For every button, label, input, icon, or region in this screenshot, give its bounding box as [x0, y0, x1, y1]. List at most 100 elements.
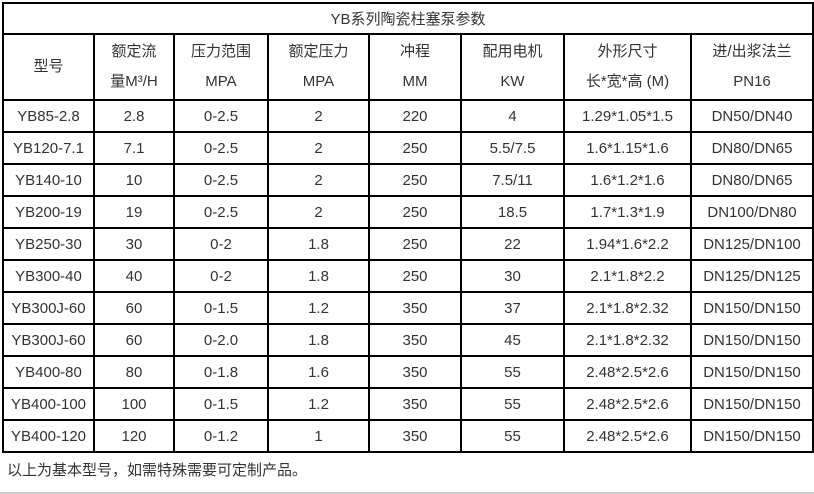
- table-cell: 0-1.5: [173, 387, 269, 421]
- table-cell: 1.8: [267, 323, 370, 357]
- pump-spec-table: YB系列陶瓷柱塞泵参数 型号 额定流 量M³/H 压力范围 MPA 额定压力 M…: [1, 2, 814, 453]
- table-cell: 55: [460, 355, 565, 389]
- table-cell: 2.8: [93, 99, 175, 133]
- table-cell: 2: [267, 131, 370, 165]
- column-header-line1: 压力范围: [190, 43, 251, 60]
- table-cell: 2.48*2.5*2.6: [563, 387, 692, 421]
- column-header-line2: MPA: [302, 73, 335, 90]
- table-cell: 0-1.5: [173, 291, 269, 325]
- table-cell: DN150/DN150: [689, 291, 814, 325]
- table-cell: 2: [267, 99, 370, 133]
- table-cell: 0-2.5: [173, 163, 269, 197]
- table-cell: DN125/DN125: [689, 259, 814, 293]
- table-cell: 250: [368, 259, 462, 293]
- table-cell: 30: [460, 259, 565, 293]
- column-header-flange: 进/出浆法兰 PN16: [689, 33, 814, 101]
- table-cell: 350: [368, 419, 462, 453]
- column-header-line2: MPA: [205, 73, 237, 90]
- table-cell: 2.1*1.8*2.32: [563, 291, 692, 325]
- table-cell: 250: [368, 163, 462, 197]
- table-cell: 0-2.5: [173, 131, 269, 165]
- table-cell: DN150/DN150: [689, 355, 814, 389]
- column-header-rated-flow: 额定流 量M³/H: [93, 33, 175, 101]
- table-cell: 5.5/7.5: [460, 131, 565, 165]
- table-cell: 0-2: [173, 259, 269, 293]
- column-header-model: 型号: [2, 33, 95, 101]
- table-cell: 7.1: [93, 131, 175, 165]
- table-cell: 350: [368, 355, 462, 389]
- table-cell: 1.2: [267, 291, 370, 325]
- table-row: YB250-30 30 0-2 1.8 250 22 1.94*1.6*2.2 DN125/D…: [2, 227, 814, 261]
- table-cell: 220: [368, 99, 462, 133]
- column-header-line1: 外形尺寸: [597, 43, 658, 60]
- table-cell: 0-2: [173, 227, 269, 261]
- table-header-row: 型号 额定流 量M³/H 压力范围 MPA 额定压力 MPA 冲程 MM: [2, 33, 814, 101]
- table-cell: 1: [267, 419, 370, 453]
- table-cell: 100: [93, 387, 175, 421]
- table-cell: 120: [93, 419, 175, 453]
- table-title: YB系列陶瓷柱塞泵参数: [1, 2, 814, 35]
- table-row: YB400-120 120 0-1.2 1 350 55 2.48*2.5*2.6 DN150…: [2, 419, 814, 453]
- table-row: YB300J-60 60 0-1.5 1.2 350 37 2.1*1.8*2.32 DN15…: [2, 291, 814, 325]
- table-cell: 2.1*1.8*2.32: [563, 323, 692, 357]
- table-cell: 350: [368, 291, 462, 325]
- table-cell: 1.6: [267, 355, 370, 389]
- table-cell: YB120-7.1: [2, 131, 95, 165]
- table-cell: 2.48*2.5*2.6: [563, 355, 692, 389]
- column-header-pressure-range: 压力范围 MPA: [173, 33, 269, 101]
- table-cell: 37: [460, 291, 565, 325]
- table-cell: 2: [267, 195, 370, 229]
- table-row: YB300-40 40 0-2 1.8 250 30 2.1*1.8*2.2 DN125/DN…: [2, 259, 814, 293]
- table-cell: YB300J-60: [2, 291, 95, 325]
- table-row: YB140-10 10 0-2.5 2 250 7.5/11 1.6*1.2*1.6 DN80…: [2, 163, 814, 197]
- column-header-rated-pressure: 额定压力 MPA: [267, 33, 370, 101]
- table-cell: YB250-30: [2, 227, 95, 261]
- table-cell: 7.5/11: [460, 163, 565, 197]
- table-cell: 55: [460, 387, 565, 421]
- table-cell: 350: [368, 387, 462, 421]
- table-cell: 2: [267, 163, 370, 197]
- table-cell: DN80/DN65: [689, 131, 814, 165]
- table-cell: DN125/DN100: [689, 227, 814, 261]
- column-header-line2: PN16: [733, 73, 771, 90]
- column-header-line2: 长*宽*高 (M): [585, 73, 670, 90]
- table-cell: 250: [368, 227, 462, 261]
- table-cell: 18.5: [460, 195, 565, 229]
- table-cell: 0-2.5: [173, 195, 269, 229]
- table-cell: 1.94*1.6*2.2: [563, 227, 692, 261]
- column-header-stroke: 冲程 MM: [368, 33, 462, 101]
- table-cell: YB200-19: [2, 195, 95, 229]
- column-header-line1: 额定压力: [288, 43, 349, 60]
- table-cell: 2.1*1.8*2.2: [563, 259, 692, 293]
- table-cell: DN80/DN65: [689, 163, 814, 197]
- table-cell: 250: [368, 131, 462, 165]
- column-header-line1: 额定流: [111, 43, 157, 60]
- bottom-divider: [0, 492, 814, 494]
- table-cell: 250: [368, 195, 462, 229]
- column-header-line1: 进/出浆法兰: [712, 43, 792, 60]
- table-body: YB85-2.8 2.8 0-2.5 2 220 4 1.29*1.05*1.5 DN50/D…: [2, 99, 814, 453]
- table-cell: YB400-80: [2, 355, 95, 389]
- table-cell: DN150/DN150: [689, 323, 814, 357]
- table-cell: DN100/DN80: [689, 195, 814, 229]
- column-header-line2: MM: [402, 73, 428, 90]
- table-cell: 60: [93, 291, 175, 325]
- column-header-line1: 冲程: [399, 43, 430, 60]
- table-cell: 60: [93, 323, 175, 357]
- table-cell: 30: [93, 227, 175, 261]
- table-cell: 80: [93, 355, 175, 389]
- table-row: YB400-80 80 0-1.8 1.6 350 55 2.48*2.5*2.6 DN150…: [2, 355, 814, 389]
- table-cell: 19: [93, 195, 175, 229]
- table-cell: YB140-10: [2, 163, 95, 197]
- table-cell: YB400-100: [2, 387, 95, 421]
- column-header-line2: 量M³/H: [110, 73, 158, 90]
- column-header-motor: 配用电机 KW: [460, 33, 565, 101]
- column-header-line2: KW: [500, 73, 525, 90]
- table-cell: 0-2.0: [173, 323, 269, 357]
- table-row: YB200-19 19 0-2.5 2 250 18.5 1.7*1.3*1.9 DN100/…: [2, 195, 814, 229]
- table-cell: 1.6*1.2*1.6: [563, 163, 692, 197]
- table-cell: 2.48*2.5*2.6: [563, 419, 692, 453]
- table-cell: 40: [93, 259, 175, 293]
- table-cell: DN150/DN150: [689, 419, 814, 453]
- table-cell: 0-2.5: [173, 99, 269, 133]
